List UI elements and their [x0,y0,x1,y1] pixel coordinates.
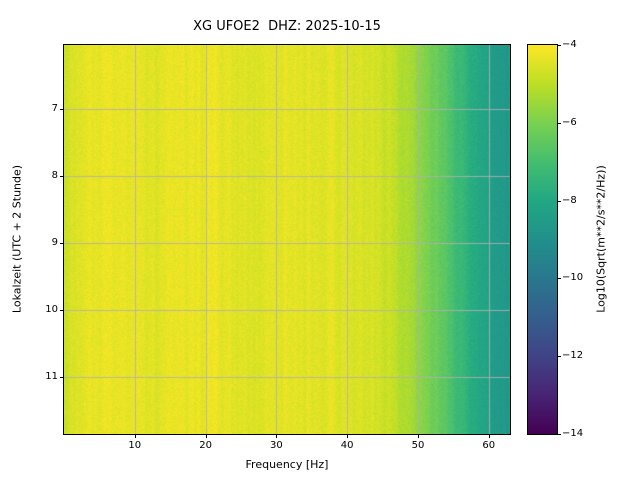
colorbar-tick-label: −14 [562,428,583,440]
y-tick-mark [60,176,64,177]
x-tick-label: 60 [482,440,495,452]
colorbar-gradient [528,45,557,434]
colorbar-tick-mark [557,123,561,124]
colorbar-tick-label: −4 [562,39,577,51]
x-tick-mark [206,434,207,438]
spectrogram-heatmap [64,45,510,434]
x-tick-mark [418,434,419,438]
colorbar-tick-label: −12 [562,350,583,362]
spectrogram-figure: XG UFOE2 DHZ: 2025-10-15 Frequency [Hz] … [0,0,640,480]
x-tick-label: 10 [128,440,141,452]
colorbar-label: Log10(Sqrt(m**2/s**2/Hz)) [595,165,608,313]
x-axis-label: Frequency [Hz] [64,458,510,471]
colorbar-tick-label: −8 [562,195,577,207]
x-tick-mark [276,434,277,438]
x-tick-mark [135,434,136,438]
colorbar-tick-mark [557,434,561,435]
x-tick-mark [489,434,490,438]
x-tick-mark [347,434,348,438]
y-tick-label: 10 [30,304,58,316]
y-tick-label: 7 [30,103,58,115]
y-tick-label: 8 [30,170,58,182]
y-tick-mark [60,377,64,378]
y-tick-label: 9 [30,237,58,249]
y-tick-mark [60,109,64,110]
colorbar-tick-mark [557,278,561,279]
colorbar-tick-label: −6 [562,117,577,129]
colorbar-tick-mark [557,201,561,202]
y-axis-label: Lokalzeit (UTC + 2 Stunde) [11,165,24,313]
y-tick-mark [60,243,64,244]
colorbar-tick-mark [557,356,561,357]
x-tick-label: 30 [270,440,283,452]
plot-area [63,44,511,435]
colorbar-tick-label: −10 [562,272,583,284]
colorbar-tick-mark [557,45,561,46]
y-tick-mark [60,310,64,311]
x-tick-label: 40 [341,440,354,452]
x-tick-label: 20 [199,440,212,452]
colorbar [527,44,558,435]
x-tick-label: 50 [412,440,425,452]
chart-title: XG UFOE2 DHZ: 2025-10-15 [64,19,510,34]
y-tick-label: 11 [30,371,58,383]
